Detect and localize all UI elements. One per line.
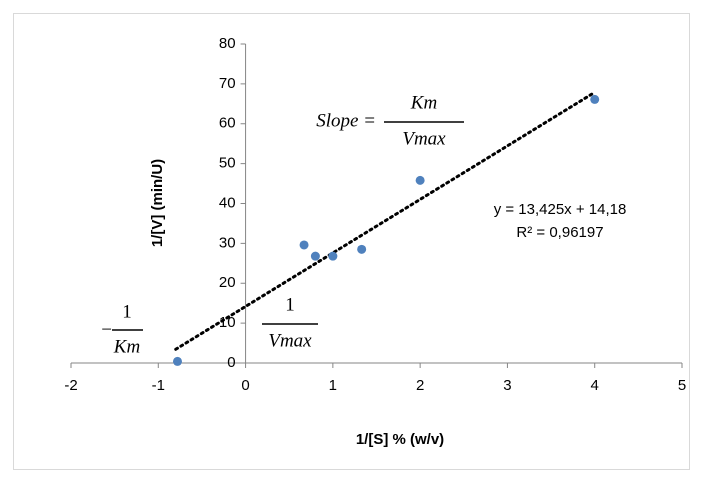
y-tick-label: 60: [219, 115, 236, 132]
y-tick-label: 30: [219, 234, 236, 251]
y-tick-label: 0: [227, 354, 235, 371]
x-intercept-sign: −: [101, 319, 112, 340]
y-tick-label: 40: [219, 194, 236, 211]
data-point: [328, 251, 338, 261]
slope-numerator: Km: [410, 92, 437, 113]
data-point: [357, 244, 367, 254]
y-tick-label: 80: [219, 35, 236, 52]
slope-denominator: Vmax: [402, 128, 446, 149]
slope-label: Slope =: [316, 110, 376, 131]
equation: y = 13,425x + 14,18: [494, 201, 627, 218]
data-point: [310, 251, 320, 261]
data-point: [299, 240, 309, 250]
y-intercept-numerator: 1: [285, 294, 295, 315]
y-tick-label: 10: [219, 314, 236, 331]
x-tick-label: 1: [329, 377, 337, 394]
y-tick-label: 70: [219, 75, 236, 92]
y-axis-title: 1/[V] (min/U): [149, 159, 166, 247]
x-intercept-denominator: Km: [113, 336, 140, 357]
trendline: [174, 90, 597, 351]
x-tick-label: -2: [64, 377, 77, 394]
x-tick-label: 2: [416, 377, 424, 394]
x-tick-label: 5: [678, 377, 686, 394]
x-tick-label: 0: [241, 377, 249, 394]
x-tick-label: 4: [591, 377, 599, 394]
y-tick-label: 20: [219, 274, 236, 291]
data-point: [590, 94, 600, 104]
data-point: [415, 175, 425, 185]
x-tick-label: -1: [152, 377, 165, 394]
x-axis-title: 1/[S] % (w/v): [356, 431, 444, 448]
x-intercept-numerator: 1: [122, 301, 132, 322]
y-intercept-denominator: Vmax: [268, 330, 312, 351]
r-squared: R² = 0,96197: [516, 224, 603, 241]
x-tick-label: 3: [503, 377, 511, 394]
data-point: [172, 356, 182, 366]
y-tick-label: 50: [219, 155, 236, 172]
